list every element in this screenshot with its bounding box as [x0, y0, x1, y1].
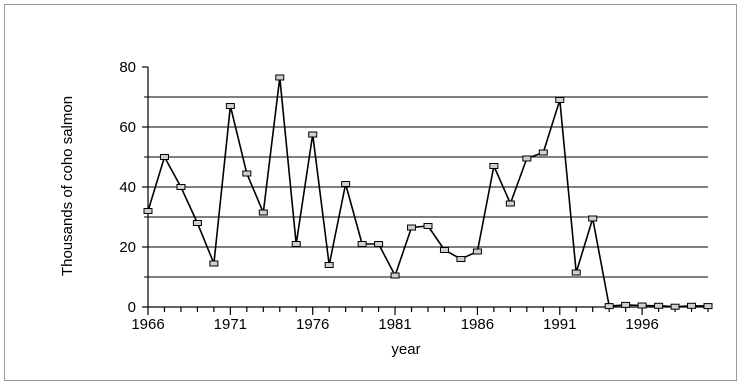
y-tick-label: 60 [119, 119, 136, 136]
data-point [275, 74, 285, 81]
data-point [390, 272, 400, 279]
data-point [703, 303, 713, 310]
data-point [439, 247, 449, 253]
data-point [374, 241, 384, 247]
x-tick-label: 1996 [625, 316, 658, 333]
data-point [538, 149, 548, 156]
data-point [456, 256, 466, 262]
y-tick-labels: 0 20 40 60 80 [119, 59, 136, 316]
x-tick-label: 1986 [461, 316, 494, 333]
data-markers [143, 74, 713, 310]
data-point [258, 209, 268, 216]
data-point [176, 184, 186, 190]
data-point [159, 154, 169, 160]
data-point [407, 224, 417, 231]
data-point [621, 301, 631, 308]
y-axis-label: Thousands of coho salmon [59, 96, 76, 276]
data-point [588, 215, 598, 222]
x-tick-label: 1971 [214, 316, 247, 333]
y-tick-label: 0 [128, 299, 136, 316]
x-tick-label: 1976 [296, 316, 329, 333]
data-point [308, 131, 318, 138]
series-line [147, 77, 709, 308]
data-point [522, 155, 532, 162]
data-point [357, 241, 367, 247]
data-point [654, 302, 664, 309]
data-point [505, 200, 515, 207]
data-point [225, 103, 235, 109]
x-tick-label: 1991 [543, 316, 576, 333]
data-point [209, 260, 219, 267]
x-tick-label: 1966 [131, 316, 164, 333]
axes [142, 66, 709, 315]
y-tick-label: 40 [119, 179, 136, 196]
data-point [242, 170, 252, 177]
data-point [637, 302, 647, 309]
data-point [324, 262, 334, 268]
x-tick-label: 1981 [378, 316, 411, 333]
data-point [604, 303, 614, 310]
data-point [555, 97, 565, 103]
data-point [143, 208, 153, 214]
data-point [571, 269, 581, 276]
data-point [341, 181, 351, 187]
x-axis-label: year [391, 341, 420, 358]
chart-frame [4, 4, 737, 381]
data-point [472, 248, 482, 255]
data-point [192, 220, 202, 226]
data-point [489, 163, 499, 169]
y-tick-label: 20 [119, 239, 136, 256]
x-tick-labels: 1966 1971 1976 1981 1986 1991 1996 [131, 316, 658, 333]
gridlines [148, 96, 708, 278]
y-tick-label: 80 [119, 59, 136, 76]
data-point [423, 223, 433, 229]
data-point [291, 241, 301, 247]
data-point [687, 302, 697, 309]
data-point [670, 303, 680, 310]
